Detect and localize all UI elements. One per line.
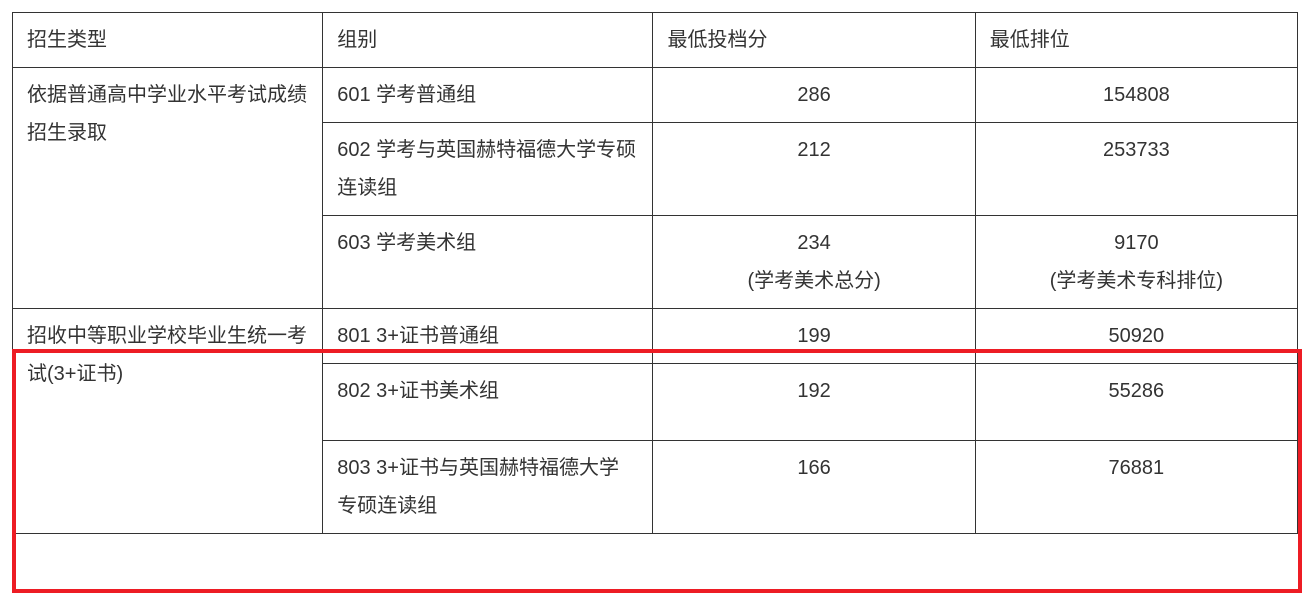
cell-type: 招收中等职业学校毕业生统一考试(3+证书) xyxy=(13,309,323,534)
col-type: 招生类型 xyxy=(13,13,323,68)
cell-rank: 9170(学考美术专科排位) xyxy=(975,216,1297,309)
cell-rank: 253733 xyxy=(975,123,1297,216)
cell-score: 166 xyxy=(653,441,975,534)
table-row: 招收中等职业学校毕业生统一考试(3+证书) 801 3+证书普通组 199 50… xyxy=(13,309,1298,364)
table-header-row: 招生类型 组别 最低投档分 最低排位 xyxy=(13,13,1298,68)
cell-group: 803 3+证书与英国赫特福德大学专硕连读组 xyxy=(323,441,653,534)
col-rank: 最低排位 xyxy=(975,13,1297,68)
cell-score: 212 xyxy=(653,123,975,216)
cell-score: 234(学考美术总分) xyxy=(653,216,975,309)
cell-group: 602 学考与英国赫特福德大学专硕连读组 xyxy=(323,123,653,216)
table-row: 依据普通高中学业水平考试成绩招生录取 601 学考普通组 286 154808 xyxy=(13,68,1298,123)
cell-type: 依据普通高中学业水平考试成绩招生录取 xyxy=(13,68,323,309)
col-group: 组别 xyxy=(323,13,653,68)
table-wrapper: 招生类型 组别 最低投档分 最低排位 依据普通高中学业水平考试成绩招生录取 60… xyxy=(12,12,1298,534)
cell-rank: 55286 xyxy=(975,364,1297,441)
cell-rank: 76881 xyxy=(975,441,1297,534)
col-score: 最低投档分 xyxy=(653,13,975,68)
cell-group: 802 3+证书美术组 xyxy=(323,364,653,441)
cell-group: 801 3+证书普通组 xyxy=(323,309,653,364)
cell-score: 286 xyxy=(653,68,975,123)
cell-rank: 154808 xyxy=(975,68,1297,123)
cell-rank: 50920 xyxy=(975,309,1297,364)
admission-table: 招生类型 组别 最低投档分 最低排位 依据普通高中学业水平考试成绩招生录取 60… xyxy=(12,12,1298,534)
cell-group: 601 学考普通组 xyxy=(323,68,653,123)
cell-score: 192 xyxy=(653,364,975,441)
cell-group: 603 学考美术组 xyxy=(323,216,653,309)
cell-score: 199 xyxy=(653,309,975,364)
